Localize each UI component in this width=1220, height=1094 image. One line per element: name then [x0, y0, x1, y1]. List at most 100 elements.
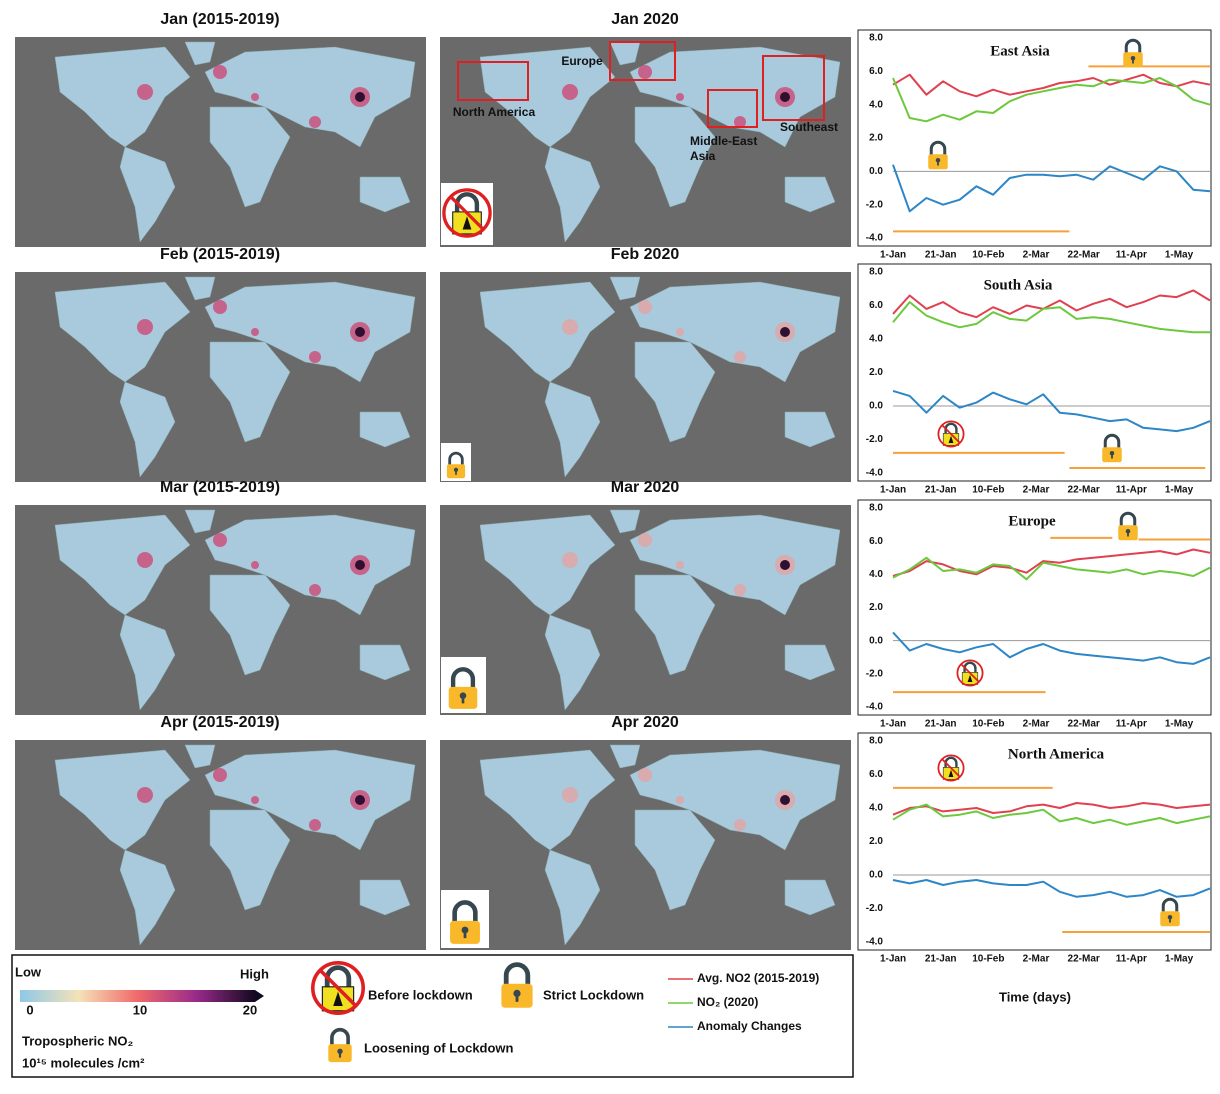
no2-core: [780, 560, 790, 570]
y-tick-label: 8.0: [869, 267, 883, 278]
region-box: [609, 41, 676, 81]
before-lockdown-icon: [956, 659, 984, 687]
landmass: [479, 281, 616, 383]
x-tick-label: 1-May: [1165, 485, 1194, 496]
x-tick-label: 1-May: [1165, 719, 1194, 730]
landmass: [119, 146, 176, 243]
no2-hotspot: [562, 787, 578, 803]
landmass: [784, 176, 836, 213]
landmass: [544, 381, 601, 478]
y-tick-label: 0.0: [869, 166, 883, 177]
landmass: [54, 46, 191, 148]
x-tick-label: 22-Mar: [1068, 719, 1100, 730]
y-tick-label: 6.0: [869, 536, 883, 547]
map: [54, 744, 416, 946]
y-tick-label: -2.0: [866, 903, 884, 914]
no2-hotspot: [676, 796, 684, 804]
series-line: [892, 548, 1211, 577]
landmass: [629, 749, 841, 851]
x-tick-label: 10-Feb: [972, 719, 1004, 730]
x-tick-label: 22-Mar: [1068, 485, 1100, 496]
y-tick-label: 2.0: [869, 602, 883, 613]
landmass: [209, 574, 291, 676]
x-tick-label: 2-Mar: [1023, 485, 1050, 496]
no2-hotspot: [676, 561, 684, 569]
lock-shackle: [1119, 511, 1137, 526]
map: [479, 509, 841, 711]
lock-shackle: [944, 756, 958, 768]
chart-frame: [857, 263, 1212, 482]
x-tick-label: 2-Mar: [1023, 954, 1050, 965]
lock-keyslot: [461, 696, 465, 704]
y-tick-label: 2.0: [869, 133, 883, 144]
map-title: Mar (2015-2019): [160, 479, 280, 496]
lock-keyhole: [453, 467, 459, 472]
map-region-label: Asia: [690, 149, 716, 163]
map: [54, 41, 416, 243]
no2-hotspot: [309, 584, 321, 596]
landmass: [609, 509, 641, 534]
x-tick-label: 22-Mar: [1068, 954, 1100, 965]
keyhole: [333, 991, 343, 1006]
no2-hotspot: [251, 796, 259, 804]
lock-shackle: [448, 451, 464, 465]
landmass: [784, 644, 836, 681]
x-tick-label: 1-Jan: [880, 250, 906, 261]
series-line: [892, 803, 1211, 826]
colorbar-tick-label: 20: [243, 1002, 257, 1017]
no2-core: [355, 327, 365, 337]
lock-keyslot: [515, 994, 519, 1002]
x-tick-label: 1-Jan: [880, 954, 906, 965]
no2-hotspot: [137, 552, 153, 568]
lock-keyhole: [1109, 451, 1115, 456]
before-lockdown-icon: [442, 188, 492, 238]
no2-hotspot: [676, 328, 684, 336]
x-tick-label: 21-Jan: [925, 485, 957, 496]
no2-hotspot: [251, 328, 259, 336]
chart-frame: [857, 29, 1212, 247]
colorbar-tick-label: 0: [26, 1002, 33, 1017]
lock-shackle: [944, 422, 958, 434]
no2-hotspot: [213, 533, 227, 547]
landmass: [359, 644, 411, 681]
x-axis-label: Time (days): [999, 989, 1071, 1004]
ban-slash: [941, 758, 961, 778]
y-tick-label: 8.0: [869, 736, 883, 747]
lock-shackle: [1124, 38, 1142, 53]
x-tick-label: 2-Mar: [1023, 719, 1050, 730]
lock-icon: [446, 451, 466, 479]
lock-icon: [501, 962, 533, 1008]
landmass: [209, 341, 291, 443]
map-title: Jan 2020: [611, 11, 679, 28]
no2-hotspot: [309, 819, 321, 831]
lock-icon: [928, 140, 948, 170]
landmass: [784, 879, 836, 916]
before-lockdown-icon: [937, 420, 965, 448]
landmass: [54, 514, 191, 616]
y-tick-label: 2.0: [869, 836, 883, 847]
landmass: [204, 749, 416, 851]
lock-shackle: [929, 140, 947, 155]
x-tick-label: 10-Feb: [972, 250, 1004, 261]
series-line: [892, 556, 1211, 581]
no2-hotspot: [734, 584, 746, 596]
series-line: [892, 631, 1211, 665]
legend-label: NO₂ (2020): [697, 995, 758, 1009]
map: [54, 276, 416, 478]
map: [479, 276, 841, 478]
landmass: [784, 411, 836, 448]
no2-hotspot: [137, 319, 153, 335]
no2-hotspot: [213, 65, 227, 79]
landmass: [629, 514, 841, 616]
series-line: [892, 802, 1211, 816]
region-box: [762, 55, 825, 121]
colorbar-high: High: [240, 966, 269, 981]
no2-core: [780, 327, 790, 337]
landmass: [609, 744, 641, 769]
lock-keyslot: [455, 470, 457, 475]
legend-label: Avg. NO2 (2015-2019): [697, 971, 819, 985]
y-tick-label: -4.0: [866, 702, 884, 713]
no2-hotspot: [137, 84, 153, 100]
no2-hotspot: [562, 84, 578, 100]
landmass: [634, 106, 716, 208]
